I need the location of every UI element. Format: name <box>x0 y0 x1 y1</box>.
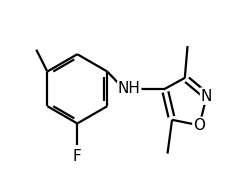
Text: F: F <box>73 149 81 164</box>
Text: O: O <box>193 118 205 133</box>
Text: N: N <box>200 89 211 104</box>
Text: NH: NH <box>117 81 140 96</box>
